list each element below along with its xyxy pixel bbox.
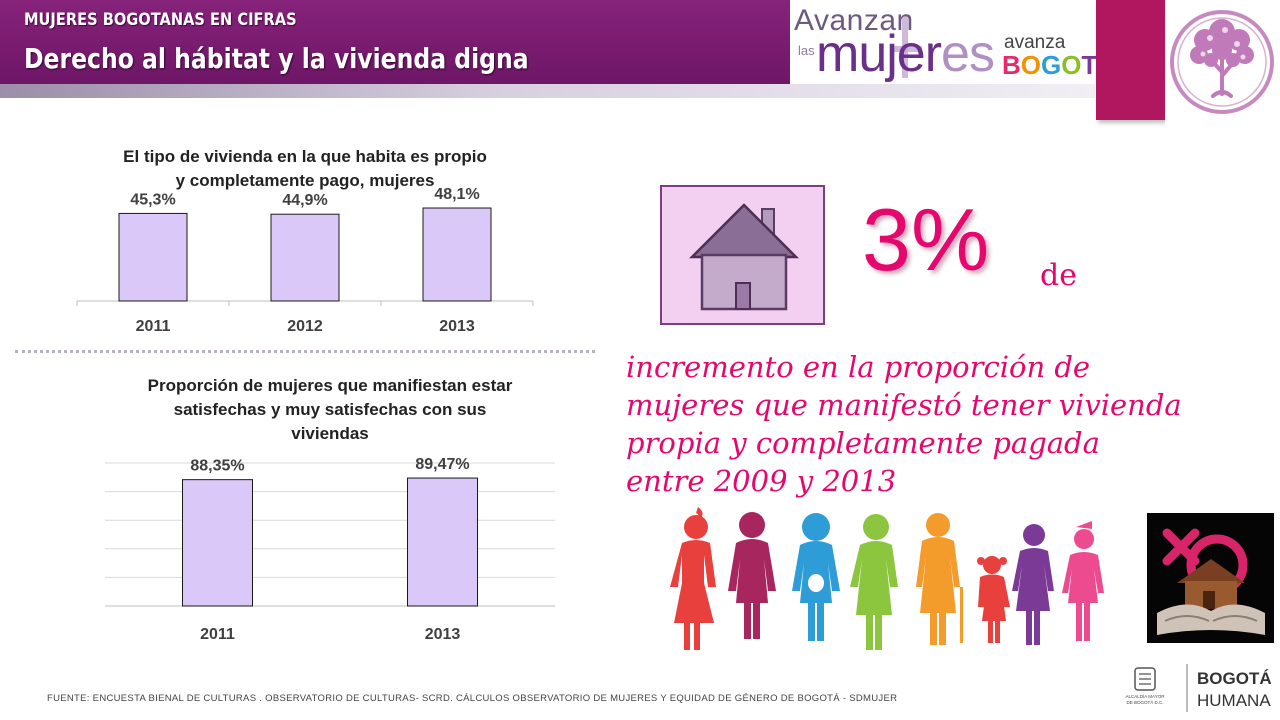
logo-bogota-letter: B bbox=[1002, 50, 1021, 80]
category-tick-label: 2013 bbox=[439, 318, 475, 335]
logo-mujeres-main: mujer bbox=[816, 25, 942, 83]
highlight-percentage: 3% bbox=[862, 190, 990, 289]
page-title: Derecho al hábitat y la vivienda digna bbox=[24, 42, 529, 75]
avanzan-las-mujeres-logo: Avanzan las mujeres avanza BOGOTÁ bbox=[790, 4, 1116, 84]
logo-avanza-text: avanza bbox=[1004, 32, 1066, 53]
logo-cross-horizontal bbox=[890, 46, 922, 52]
header-shadow bbox=[0, 84, 1095, 98]
logo-bogota-letter: G bbox=[1041, 50, 1062, 80]
logo-avanzan-text: Avanzan bbox=[794, 4, 914, 37]
logo-mujeres-end: es bbox=[941, 25, 995, 83]
house-in-hands-photo bbox=[1147, 513, 1274, 643]
header-bar bbox=[0, 0, 790, 84]
category-tick-label: 2011 bbox=[136, 318, 171, 335]
bar bbox=[407, 477, 478, 607]
logo-bogota-letter: T bbox=[1081, 50, 1098, 80]
svg-text:DE BOGOTÁ D.C.: DE BOGOTÁ D.C. bbox=[1126, 699, 1163, 705]
logo-bogota-word: BOGOTÁ bbox=[1197, 669, 1272, 688]
bar bbox=[422, 207, 492, 302]
logo-mujeres-text: mujeres bbox=[816, 24, 995, 84]
chart1-title: El tipo de vivienda en la que habita es … bbox=[123, 147, 487, 190]
bar-value-label: 45,3% bbox=[130, 191, 175, 208]
logo-las-text: las bbox=[798, 43, 815, 58]
women-figures-icon bbox=[670, 507, 1104, 650]
source-footnote: FUENTE: ENCUESTA BIENAL DE CULTURAS . OB… bbox=[47, 693, 898, 704]
category-tick-label: 2013 bbox=[425, 626, 461, 643]
logo-humana-word: HUMANA bbox=[1197, 691, 1271, 710]
bogota-humana-logo: ALCALDÍA MAYOR DE BOGOTÁ D.C. BOGOTÁ HUM… bbox=[1125, 660, 1275, 716]
bar-value-label: 44,9% bbox=[282, 192, 327, 209]
category-tick-label: 2011 bbox=[200, 626, 235, 643]
house-icon bbox=[688, 203, 800, 311]
logo-small-text: ALCALDÍA MAYOR bbox=[1126, 693, 1166, 699]
bar-value-label: 48,1% bbox=[434, 186, 479, 203]
chart2-title: Proporción de mujeres que manifiestan es… bbox=[147, 376, 513, 443]
bogota-coat-of-arms-icon: ALCALDÍA MAYOR DE BOGOTÁ D.C. BOGOTÁ HUM… bbox=[1126, 664, 1272, 712]
highlight-connector: de bbox=[1040, 258, 1077, 293]
highlight-description: incremento en la proporción de mujeres q… bbox=[626, 350, 1182, 498]
bar bbox=[182, 479, 253, 607]
logo-bogota-letter: O bbox=[1061, 50, 1082, 80]
tree-logo-icon bbox=[1165, 0, 1280, 125]
header-subtitle: MUJERES BOGOTANAS EN CIFRAS bbox=[24, 10, 297, 30]
dotted-separator bbox=[15, 350, 595, 353]
bar-value-label: 89,47% bbox=[415, 456, 469, 473]
category-tick-label: 2012 bbox=[287, 318, 323, 335]
bar bbox=[118, 212, 188, 302]
magenta-tab bbox=[1096, 0, 1165, 120]
bar-value-label: 88,35% bbox=[190, 458, 244, 475]
logo-bogota-letter: O bbox=[1020, 50, 1042, 80]
bar bbox=[270, 213, 340, 302]
house-icon-box bbox=[660, 185, 825, 325]
